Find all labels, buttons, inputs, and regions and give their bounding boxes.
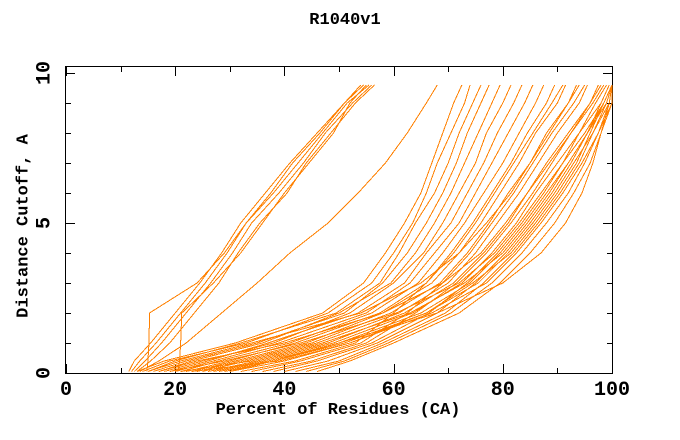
series-line xyxy=(131,84,370,372)
x-tick-label-0: 0 xyxy=(59,379,73,402)
series-line xyxy=(136,84,463,372)
y-tick-label-5: 5 xyxy=(33,216,57,230)
x-tick-label-80: 80 xyxy=(490,379,515,402)
series-line xyxy=(196,84,577,372)
series-line xyxy=(147,84,580,372)
series-line xyxy=(177,84,367,372)
series-line xyxy=(139,84,438,372)
x-axis-label: Percent of Residues (CA) xyxy=(215,401,461,420)
series-line xyxy=(158,84,501,372)
series-line xyxy=(229,84,613,372)
y-tick-label-10: 10 xyxy=(33,60,57,86)
series-line xyxy=(202,84,588,372)
series-line xyxy=(191,84,567,372)
series-line xyxy=(169,84,613,372)
series-line xyxy=(186,84,556,372)
y-tick-label-0: 0 xyxy=(33,366,57,380)
series-line xyxy=(240,84,564,372)
series-line xyxy=(128,84,364,372)
series-line xyxy=(273,84,607,372)
series-line xyxy=(180,84,610,372)
series-line xyxy=(142,84,471,372)
series-line xyxy=(213,84,610,372)
series-line xyxy=(306,84,613,372)
x-tick-label-40: 40 xyxy=(272,379,297,402)
y-axis-label: Distance Cutoff, A xyxy=(14,134,34,318)
series-line xyxy=(158,84,605,372)
series-line xyxy=(191,84,613,372)
x-tick-label-60: 60 xyxy=(381,379,406,402)
series-line xyxy=(180,84,545,372)
plot-frame xyxy=(65,66,613,374)
series-line xyxy=(207,84,599,372)
chart-title: R1040v1 xyxy=(309,11,381,30)
series-line xyxy=(175,84,534,372)
series-line xyxy=(147,84,482,372)
series-line xyxy=(284,84,613,372)
series-line xyxy=(317,85,613,372)
series-line xyxy=(295,84,613,372)
series-line xyxy=(146,84,362,372)
series-line xyxy=(136,84,375,372)
series-line xyxy=(133,84,373,372)
series-line xyxy=(251,84,586,372)
series-line xyxy=(169,84,523,372)
x-tick-label-100: 100 xyxy=(593,379,631,402)
series-line xyxy=(153,84,490,372)
series-line xyxy=(164,84,512,372)
x-tick-label-20: 20 xyxy=(163,379,188,402)
